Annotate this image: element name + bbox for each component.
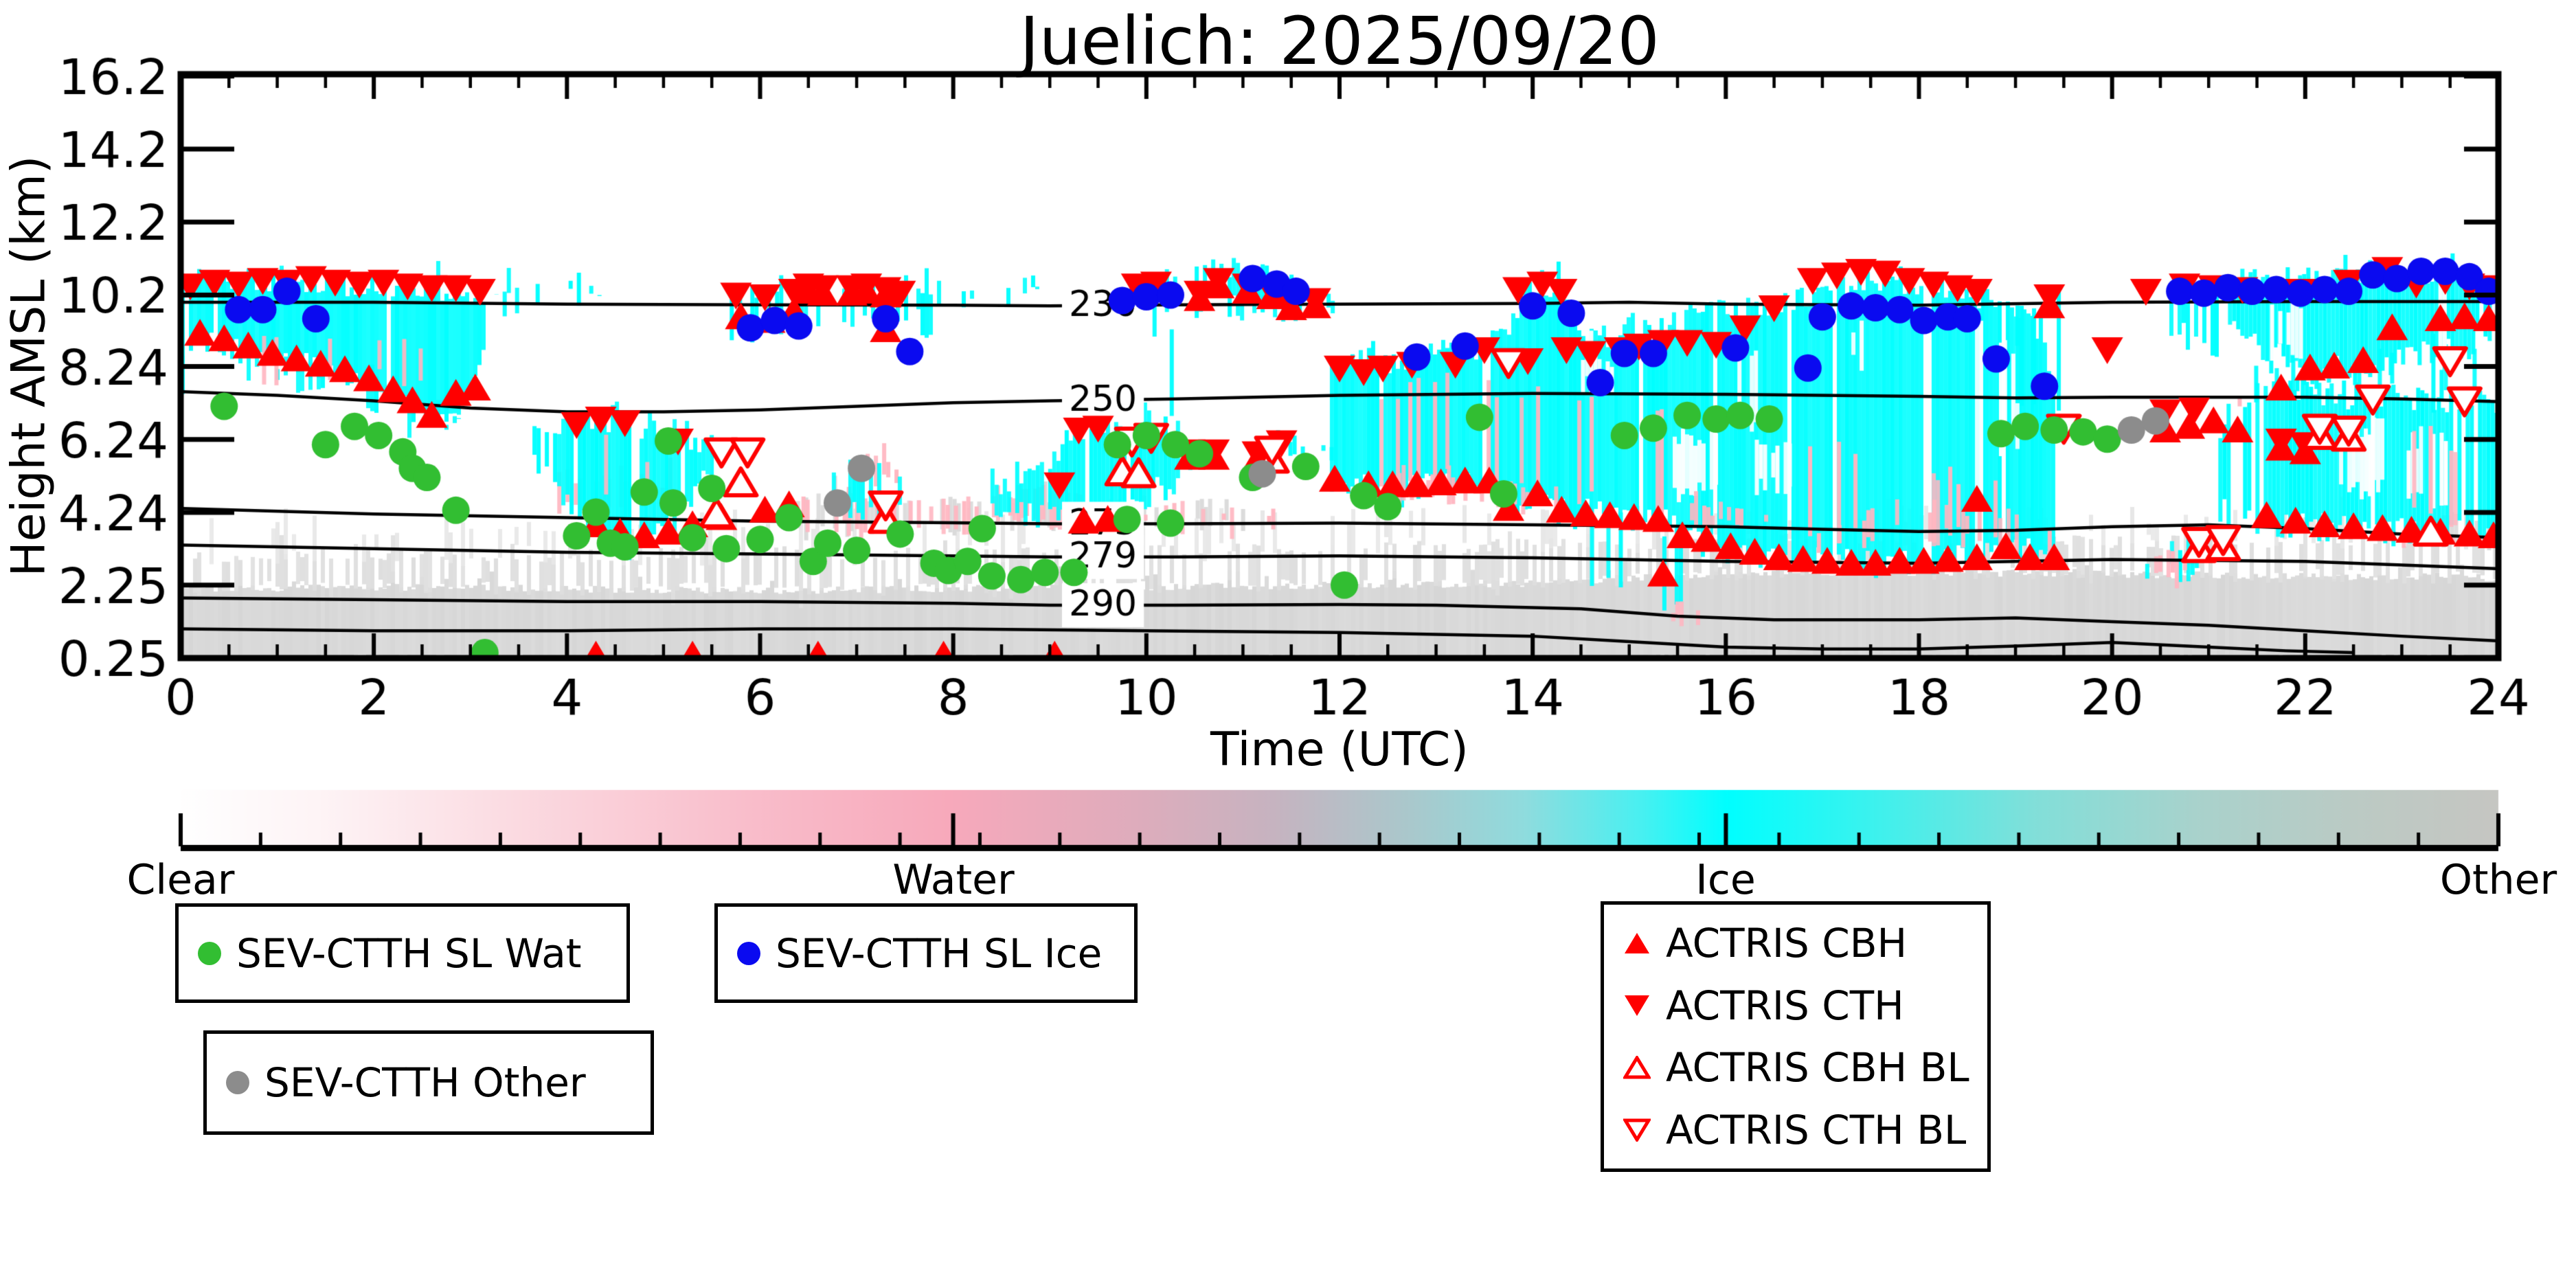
legend-item-actris-cbh-bl: ACTRIS CBH BL (1604, 1044, 1987, 1091)
legend-sev-ice: SEV-CTTH SL Ice (714, 903, 1138, 1003)
legend-label-sev-wat: SEV-CTTH SL Wat (236, 929, 582, 977)
legend-item-actris-cbh: ACTRIS CBH (1604, 920, 1987, 967)
actris-cbh-bl-marker-icon (1623, 1056, 1651, 1079)
legend-sev-wat: SEV-CTTH SL Wat (175, 903, 630, 1003)
chart-title: Juelich: 2025/09/20 (1019, 3, 1660, 80)
legend-item-sev-other: SEV-CTTH Other (207, 1059, 586, 1106)
colorbar-label-ice: Ice (1695, 856, 1756, 904)
colorbar-label-other: Other (2439, 856, 2557, 904)
legend-item-actris-cth-bl: ACTRIS CTH BL (1604, 1107, 1987, 1153)
colorbar-label-clear: Clear (126, 856, 235, 904)
y-axis-label: Height AMSL (km) (1, 155, 56, 577)
colorbar-label-water: Water (892, 856, 1015, 904)
actris-cth-marker-icon (1625, 995, 1649, 1016)
legend-label-sev-other: SEV-CTTH Other (264, 1059, 586, 1106)
legend-label-sev-ice: SEV-CTTH SL Ice (776, 929, 1103, 977)
legend-label-actris-cth: ACTRIS CTH (1666, 982, 1904, 1029)
sev-ice-marker-icon (737, 941, 760, 965)
legend-label-actris-cbh-bl: ACTRIS CBH BL (1666, 1044, 1969, 1092)
legend-label-actris-cbh: ACTRIS CBH (1666, 920, 1908, 967)
legend-actris: ACTRIS CBH ACTRIS CTH ACTRIS CBH BL ACTR… (1601, 901, 1991, 1172)
legend-label-actris-cth-bl: ACTRIS CTH BL (1666, 1106, 1967, 1153)
actris-cth-bl-marker-icon (1623, 1118, 1651, 1142)
sev-wat-marker-icon (198, 941, 221, 965)
legend-item-sev-wat: SEV-CTTH SL Wat (179, 930, 582, 977)
legend-sev-other: SEV-CTTH Other (203, 1030, 654, 1135)
legend-item-sev-ice: SEV-CTTH SL Ice (718, 930, 1102, 977)
sev-other-marker-icon (226, 1071, 249, 1094)
actris-cbh-marker-icon (1625, 933, 1649, 954)
legend-item-actris-cth: ACTRIS CTH (1604, 982, 1987, 1029)
x-axis-label: Time (UTC) (1210, 723, 1469, 777)
